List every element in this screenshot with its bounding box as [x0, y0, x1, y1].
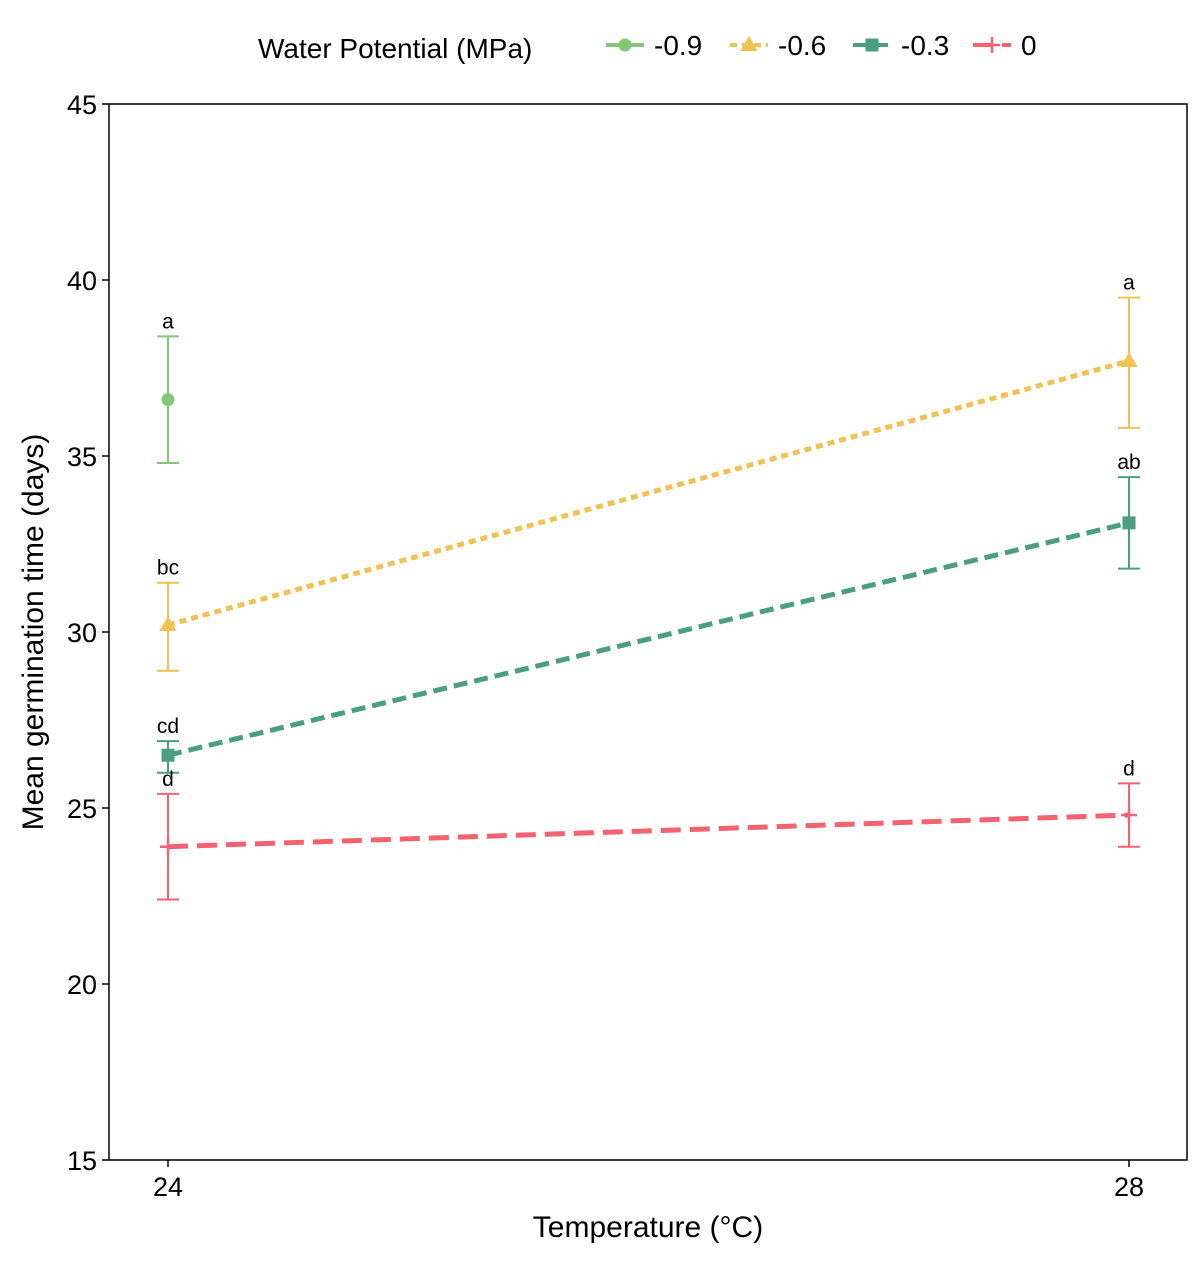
series-line: [167, 812, 1130, 850]
series--0.3: cd ab: [157, 451, 1141, 774]
data-point: [1120, 351, 1138, 367]
data-point: [1122, 516, 1136, 530]
y-tick-label: 15: [67, 1146, 97, 1176]
significance-letter: d: [1123, 757, 1135, 780]
y-tick-label: 40: [67, 266, 97, 296]
significance-letter: ab: [1117, 451, 1140, 474]
legend-label: -0.6: [778, 30, 826, 61]
data-point: [159, 615, 177, 631]
series-line: [167, 520, 1130, 758]
significance-letter: a: [1123, 272, 1135, 295]
data-point: [1121, 807, 1137, 824]
legend-marker: [618, 38, 632, 52]
y-tick-label: 45: [67, 90, 97, 120]
x-axis-title: Temperature (°C): [533, 1211, 763, 1244]
x-tick-label: 24: [153, 1172, 183, 1202]
y-axis-title: Mean germination time (days): [17, 434, 50, 831]
y-tick-label: 25: [67, 794, 97, 824]
legend-label: -0.9: [654, 30, 702, 61]
legend-item-0: 0: [973, 30, 1037, 61]
data-point: [161, 748, 175, 762]
legend-item--0.6: -0.6: [730, 30, 826, 61]
legend-marker: [984, 37, 1000, 53]
series--0.6: bc a: [157, 272, 1140, 672]
legend-marker: [740, 36, 758, 51]
series--0.9: a: [157, 310, 179, 465]
series-line: [167, 358, 1130, 628]
x-axis: 24 28: [153, 1160, 1144, 1202]
data-point: [160, 838, 176, 855]
legend-item--0.3: -0.3: [853, 30, 949, 61]
legend-title: Water Potential (MPa): [258, 33, 532, 64]
significance-letter: bc: [157, 557, 179, 580]
y-tick-label: 20: [67, 970, 97, 1000]
y-tick-label: 30: [67, 618, 97, 648]
legend-marker: [865, 38, 879, 52]
x-tick-label: 28: [1114, 1172, 1144, 1202]
legend-label: 0: [1021, 30, 1037, 61]
legend-label: -0.3: [901, 30, 949, 61]
legend-item--0.9: -0.9: [606, 30, 702, 61]
plot-panel: [108, 103, 1188, 1161]
significance-letter: cd: [157, 715, 179, 738]
legend: Water Potential (MPa) -0.9 -0.6 -0.3 0: [258, 30, 1037, 64]
y-axis: 15 20 25 30 35 40 45: [67, 90, 109, 1176]
y-tick-label: 35: [67, 442, 97, 472]
data-point: [161, 393, 175, 407]
significance-letter: a: [162, 310, 174, 333]
significance-letter: d: [162, 768, 174, 791]
